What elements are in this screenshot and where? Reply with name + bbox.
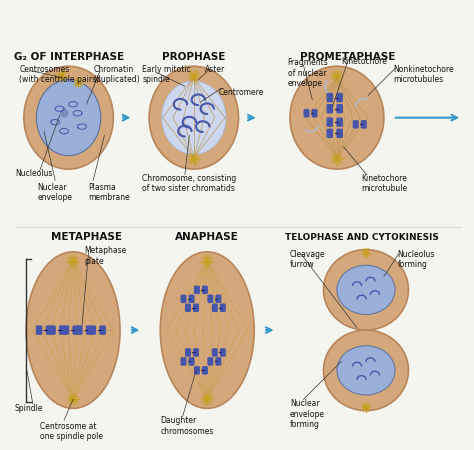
- FancyBboxPatch shape: [362, 121, 366, 128]
- Ellipse shape: [337, 265, 395, 315]
- Circle shape: [71, 259, 75, 262]
- Circle shape: [60, 74, 64, 78]
- Text: Metaphase
plate: Metaphase plate: [84, 247, 127, 266]
- Ellipse shape: [337, 346, 395, 395]
- Circle shape: [335, 158, 338, 161]
- FancyBboxPatch shape: [181, 295, 186, 302]
- Circle shape: [77, 81, 80, 84]
- Text: Centrosome at
one spindle pole: Centrosome at one spindle pole: [39, 422, 102, 441]
- Circle shape: [192, 158, 196, 161]
- FancyBboxPatch shape: [60, 326, 65, 334]
- FancyBboxPatch shape: [194, 349, 198, 356]
- FancyBboxPatch shape: [208, 295, 213, 302]
- Text: ANAPHASE: ANAPHASE: [175, 232, 239, 242]
- Circle shape: [365, 252, 367, 254]
- Text: Nuclear
envelope: Nuclear envelope: [37, 183, 72, 202]
- Circle shape: [61, 110, 68, 117]
- Ellipse shape: [323, 250, 409, 330]
- Circle shape: [71, 398, 75, 401]
- Text: Kinetochore
microtubule: Kinetochore microtubule: [362, 174, 408, 193]
- FancyBboxPatch shape: [220, 304, 225, 311]
- FancyBboxPatch shape: [186, 349, 190, 356]
- Ellipse shape: [36, 80, 101, 156]
- FancyBboxPatch shape: [208, 358, 213, 365]
- Circle shape: [206, 259, 209, 262]
- Text: Chromatin
(duplicated): Chromatin (duplicated): [93, 65, 140, 84]
- FancyBboxPatch shape: [186, 304, 190, 311]
- FancyBboxPatch shape: [100, 326, 105, 334]
- FancyBboxPatch shape: [337, 94, 342, 102]
- FancyBboxPatch shape: [77, 326, 82, 334]
- FancyBboxPatch shape: [36, 326, 42, 334]
- Ellipse shape: [323, 330, 409, 410]
- FancyBboxPatch shape: [195, 367, 199, 374]
- FancyBboxPatch shape: [337, 129, 342, 137]
- Ellipse shape: [26, 252, 120, 408]
- Text: Kinetochore: Kinetochore: [341, 57, 387, 66]
- Circle shape: [335, 74, 338, 78]
- Text: PROMETAPHASE: PROMETAPHASE: [301, 52, 396, 62]
- FancyBboxPatch shape: [337, 118, 342, 126]
- FancyBboxPatch shape: [189, 358, 194, 365]
- FancyBboxPatch shape: [304, 110, 309, 117]
- Text: Nucleolus: Nucleolus: [15, 169, 52, 178]
- Ellipse shape: [24, 66, 113, 169]
- Text: Nonkinetochore
microtubules: Nonkinetochore microtubules: [393, 65, 454, 84]
- FancyBboxPatch shape: [354, 121, 358, 128]
- FancyBboxPatch shape: [216, 358, 221, 365]
- Text: Nuclear
envelope
forming: Nuclear envelope forming: [290, 400, 325, 429]
- Text: Early mitotic
spindle: Early mitotic spindle: [142, 65, 191, 84]
- FancyBboxPatch shape: [327, 118, 332, 126]
- FancyBboxPatch shape: [216, 295, 221, 302]
- Circle shape: [192, 74, 196, 78]
- FancyBboxPatch shape: [90, 326, 95, 334]
- FancyBboxPatch shape: [212, 304, 217, 311]
- Ellipse shape: [149, 66, 238, 169]
- FancyBboxPatch shape: [203, 367, 207, 374]
- Text: Fragments
of nuclear
envelope: Fragments of nuclear envelope: [288, 58, 328, 88]
- FancyBboxPatch shape: [194, 304, 198, 311]
- Text: Cleavage
furrow: Cleavage furrow: [290, 250, 326, 269]
- Text: PROPHASE: PROPHASE: [162, 52, 226, 62]
- FancyBboxPatch shape: [327, 105, 332, 113]
- FancyBboxPatch shape: [46, 326, 52, 334]
- Text: Centromere: Centromere: [219, 88, 264, 97]
- Ellipse shape: [162, 81, 226, 154]
- Text: Spindle: Spindle: [15, 404, 44, 413]
- Circle shape: [206, 398, 209, 401]
- FancyBboxPatch shape: [195, 286, 199, 293]
- FancyBboxPatch shape: [312, 110, 317, 117]
- FancyBboxPatch shape: [327, 129, 332, 137]
- FancyBboxPatch shape: [87, 326, 92, 334]
- Text: Nucleolus
forming: Nucleolus forming: [397, 250, 435, 269]
- FancyBboxPatch shape: [327, 94, 332, 102]
- Text: G₂ OF INTERPHASE: G₂ OF INTERPHASE: [14, 52, 124, 62]
- FancyBboxPatch shape: [212, 349, 217, 356]
- Text: Aster: Aster: [205, 65, 225, 74]
- FancyBboxPatch shape: [181, 358, 186, 365]
- FancyBboxPatch shape: [337, 105, 342, 113]
- FancyBboxPatch shape: [73, 326, 78, 334]
- FancyBboxPatch shape: [220, 349, 225, 356]
- FancyBboxPatch shape: [64, 326, 69, 334]
- Text: Chromosome, consisting
of two sister chromatids: Chromosome, consisting of two sister chr…: [142, 174, 237, 193]
- Ellipse shape: [160, 252, 254, 408]
- Text: TELOPHASE AND CYTOKINESIS: TELOPHASE AND CYTOKINESIS: [285, 233, 438, 242]
- FancyBboxPatch shape: [189, 295, 194, 302]
- Circle shape: [365, 406, 367, 409]
- FancyBboxPatch shape: [50, 326, 55, 334]
- Text: Centrosomes
(with centriole pairs): Centrosomes (with centriole pairs): [19, 65, 100, 84]
- Text: Daughter
chromosomes: Daughter chromosomes: [160, 416, 214, 436]
- Text: METAPHASE: METAPHASE: [51, 232, 122, 242]
- Text: Plasma
membrane: Plasma membrane: [89, 183, 130, 202]
- FancyBboxPatch shape: [203, 286, 207, 293]
- Ellipse shape: [290, 66, 384, 169]
